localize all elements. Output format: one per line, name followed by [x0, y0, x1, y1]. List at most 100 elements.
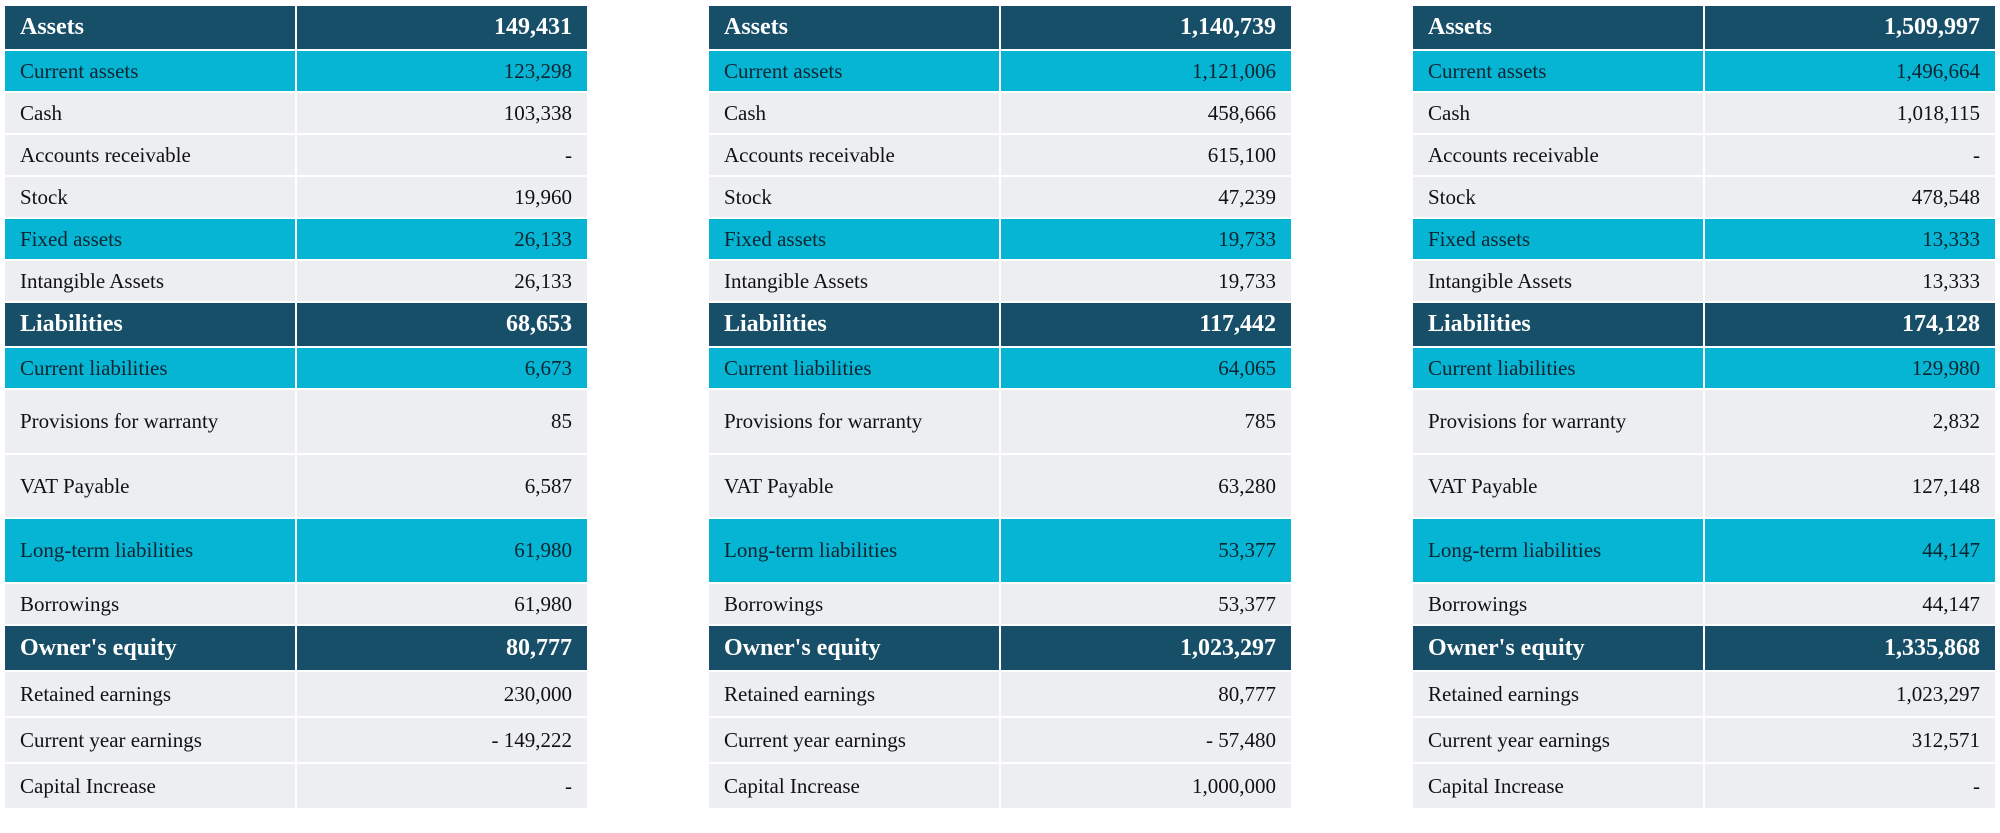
- current-assets-label: Current assets: [1413, 51, 1703, 91]
- accounts-receivable-value: -: [1705, 135, 1995, 175]
- stock-value: 478,548: [1705, 177, 1995, 217]
- assets-value: 1,140,739: [1001, 6, 1291, 49]
- current-liabilities-row: Current liabilities 129,980: [1413, 348, 1995, 388]
- accounts-receivable-row: Accounts receivable 615,100: [709, 135, 1291, 175]
- retained-earnings-value: 1,023,297: [1705, 672, 1995, 716]
- vat-payable-value: 6,587: [297, 455, 587, 517]
- capital-increase-value: -: [297, 764, 587, 808]
- vat-payable-row: VAT Payable 6,587: [5, 455, 587, 517]
- fixed-assets-value: 13,333: [1705, 219, 1995, 259]
- provisions-for-warranty-value: 2,832: [1705, 390, 1995, 453]
- accounts-receivable-row: Accounts receivable -: [5, 135, 587, 175]
- retained-earnings-label: Retained earnings: [1413, 672, 1703, 716]
- cash-value: 458,666: [1001, 93, 1291, 133]
- owners-equity-row: Owner's equity 80,777: [5, 626, 587, 670]
- accounts-receivable-value: 615,100: [1001, 135, 1291, 175]
- assets-label: Assets: [709, 6, 999, 49]
- borrowings-value: 61,980: [297, 584, 587, 624]
- long-term-liabilities-row: Long-term liabilities 53,377: [709, 519, 1291, 582]
- assets-row: Assets 1,509,997: [1413, 6, 1995, 49]
- long-term-liabilities-value: 61,980: [297, 519, 587, 582]
- current-year-earnings-row: Current year earnings 312,571: [1413, 718, 1995, 762]
- intangible-assets-label: Intangible Assets: [5, 261, 295, 301]
- accounts-receivable-label: Accounts receivable: [1413, 135, 1703, 175]
- intangible-assets-label: Intangible Assets: [709, 261, 999, 301]
- liabilities-value: 174,128: [1705, 303, 1995, 346]
- current-assets-row: Current assets 123,298: [5, 51, 587, 91]
- cash-value: 103,338: [297, 93, 587, 133]
- fixed-assets-value: 26,133: [297, 219, 587, 259]
- intangible-assets-value: 13,333: [1705, 261, 1995, 301]
- liabilities-label: Liabilities: [5, 303, 295, 346]
- vat-payable-label: VAT Payable: [5, 455, 295, 517]
- accounts-receivable-value: -: [297, 135, 587, 175]
- provisions-for-warranty-row: Provisions for warranty 85: [5, 390, 587, 453]
- accounts-receivable-label: Accounts receivable: [5, 135, 295, 175]
- current-liabilities-value: 129,980: [1705, 348, 1995, 388]
- capital-increase-label: Capital Increase: [5, 764, 295, 808]
- stock-label: Stock: [709, 177, 999, 217]
- provisions-for-warranty-label: Provisions for warranty: [5, 390, 295, 453]
- assets-value: 149,431: [297, 6, 587, 49]
- fixed-assets-value: 19,733: [1001, 219, 1291, 259]
- assets-row: Assets 149,431: [5, 6, 587, 49]
- owners-equity-label: Owner's equity: [5, 626, 295, 670]
- current-year-earnings-row: Current year earnings - 149,222: [5, 718, 587, 762]
- long-term-liabilities-label: Long-term liabilities: [5, 519, 295, 582]
- capital-increase-label: Capital Increase: [1413, 764, 1703, 808]
- long-term-liabilities-row: Long-term liabilities 44,147: [1413, 519, 1995, 582]
- current-year-earnings-value: 312,571: [1705, 718, 1995, 762]
- vat-payable-row: VAT Payable 127,148: [1413, 455, 1995, 517]
- balance-sheet-table-2: Assets 1,140,739 Current assets 1,121,00…: [709, 6, 1291, 810]
- retained-earnings-label: Retained earnings: [5, 672, 295, 716]
- current-liabilities-row: Current liabilities 6,673: [5, 348, 587, 388]
- long-term-liabilities-value: 44,147: [1705, 519, 1995, 582]
- capital-increase-value: -: [1705, 764, 1995, 808]
- current-assets-row: Current assets 1,496,664: [1413, 51, 1995, 91]
- current-liabilities-value: 64,065: [1001, 348, 1291, 388]
- liabilities-row: Liabilities 174,128: [1413, 303, 1995, 346]
- current-assets-value: 1,496,664: [1705, 51, 1995, 91]
- fixed-assets-row: Fixed assets 19,733: [709, 219, 1291, 259]
- current-year-earnings-value: - 149,222: [297, 718, 587, 762]
- current-assets-label: Current assets: [709, 51, 999, 91]
- retained-earnings-label: Retained earnings: [709, 672, 999, 716]
- accounts-receivable-row: Accounts receivable -: [1413, 135, 1995, 175]
- capital-increase-row: Capital Increase -: [5, 764, 587, 808]
- current-year-earnings-label: Current year earnings: [1413, 718, 1703, 762]
- cash-value: 1,018,115: [1705, 93, 1995, 133]
- vat-payable-row: VAT Payable 63,280: [709, 455, 1291, 517]
- intangible-assets-value: 19,733: [1001, 261, 1291, 301]
- provisions-for-warranty-row: Provisions for warranty 785: [709, 390, 1291, 453]
- vat-payable-label: VAT Payable: [709, 455, 999, 517]
- intangible-assets-row: Intangible Assets 19,733: [709, 261, 1291, 301]
- intangible-assets-label: Intangible Assets: [1413, 261, 1703, 301]
- stock-row: Stock 19,960: [5, 177, 587, 217]
- cash-label: Cash: [709, 93, 999, 133]
- owners-equity-label: Owner's equity: [1413, 626, 1703, 670]
- stock-row: Stock 478,548: [1413, 177, 1995, 217]
- stock-value: 47,239: [1001, 177, 1291, 217]
- current-assets-label: Current assets: [5, 51, 295, 91]
- capital-increase-label: Capital Increase: [709, 764, 999, 808]
- current-liabilities-label: Current liabilities: [709, 348, 999, 388]
- borrowings-label: Borrowings: [5, 584, 295, 624]
- stock-row: Stock 47,239: [709, 177, 1291, 217]
- provisions-for-warranty-value: 785: [1001, 390, 1291, 453]
- current-liabilities-value: 6,673: [297, 348, 587, 388]
- fixed-assets-label: Fixed assets: [1413, 219, 1703, 259]
- assets-label: Assets: [1413, 6, 1703, 49]
- assets-label: Assets: [5, 6, 295, 49]
- current-year-earnings-row: Current year earnings - 57,480: [709, 718, 1291, 762]
- current-assets-row: Current assets 1,121,006: [709, 51, 1291, 91]
- capital-increase-value: 1,000,000: [1001, 764, 1291, 808]
- current-year-earnings-label: Current year earnings: [709, 718, 999, 762]
- provisions-for-warranty-label: Provisions for warranty: [709, 390, 999, 453]
- vat-payable-value: 63,280: [1001, 455, 1291, 517]
- intangible-assets-row: Intangible Assets 26,133: [5, 261, 587, 301]
- owners-equity-value: 1,023,297: [1001, 626, 1291, 670]
- fixed-assets-row: Fixed assets 13,333: [1413, 219, 1995, 259]
- vat-payable-label: VAT Payable: [1413, 455, 1703, 517]
- stock-label: Stock: [1413, 177, 1703, 217]
- liabilities-value: 117,442: [1001, 303, 1291, 346]
